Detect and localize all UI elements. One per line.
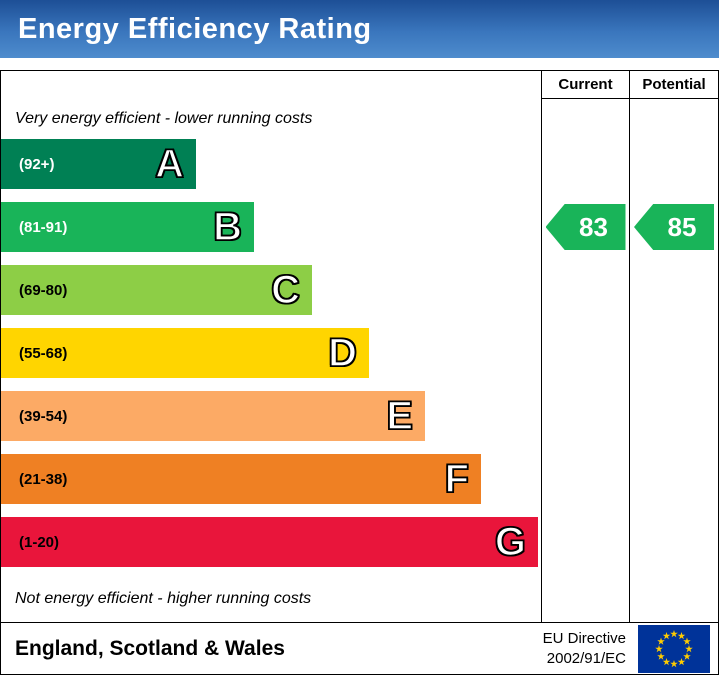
potential-rating-value: 85 (667, 211, 697, 242)
band-e-letter: E (386, 393, 414, 439)
eu-directive-line2: 2002/91/EC (546, 649, 626, 667)
potential-column-header: Potential (629, 71, 718, 99)
band-c-range: (69-80) (19, 281, 68, 299)
potential-rating-column: 85 (629, 99, 718, 622)
current-rating-column: 83 (541, 99, 629, 622)
page-title: Energy Efficiency Rating (18, 12, 372, 45)
title-banner: Energy Efficiency Rating (0, 0, 719, 58)
band-b: (81-91) B (1, 202, 254, 252)
band-g: (1-20) G (1, 517, 538, 567)
table-footer-row: England, Scotland & Wales EU Directive 2… (1, 622, 718, 674)
table-body: Very energy efficient - lower running co… (1, 99, 718, 622)
band-d-range: (55-68) (19, 344, 68, 362)
potential-rating-arrow: 85 (634, 204, 714, 250)
band-a-range: (92+) (19, 155, 55, 173)
band-a: (92+) A (1, 139, 196, 189)
band-d: (55-68) D (1, 328, 369, 378)
footer-right-group: EU Directive 2002/91/EC (543, 624, 718, 673)
band-c-letter: C (270, 267, 300, 313)
band-e: (39-54) E (1, 391, 425, 441)
band-f: (21-38) F (1, 454, 481, 504)
band-d-letter: D (327, 330, 357, 376)
caption-top: Very energy efficient - lower running co… (15, 110, 313, 127)
table-header-row: Current Potential (1, 71, 718, 99)
rating-table: Current Potential Very energy efficient … (0, 70, 719, 675)
band-a-letter: A (154, 141, 184, 187)
eu-directive-line1: EU Directive (542, 630, 626, 647)
band-f-letter: F (444, 456, 470, 502)
band-b-range: (81-91) (19, 218, 68, 236)
band-e-range: (39-54) (19, 407, 68, 425)
eu-directive-label: EU Directive 2002/91/EC (543, 629, 626, 668)
region-label: England, Scotland & Wales (15, 636, 285, 660)
band-f-range: (21-38) (19, 470, 68, 488)
current-column-header: Current (541, 71, 629, 99)
caption-bottom: Not energy efficient - higher running co… (15, 590, 312, 607)
current-rating-value: 83 (579, 211, 608, 242)
header-spacer-cell (1, 71, 541, 99)
band-g-range: (1-20) (19, 533, 60, 551)
band-g-letter: G (494, 519, 527, 565)
bands-column: Very energy efficient - lower running co… (1, 99, 541, 622)
band-b-letter: B (212, 204, 242, 250)
current-rating-arrow: 83 (545, 204, 626, 250)
eu-flag-icon (638, 624, 710, 673)
band-c: (69-80) C (1, 265, 312, 315)
